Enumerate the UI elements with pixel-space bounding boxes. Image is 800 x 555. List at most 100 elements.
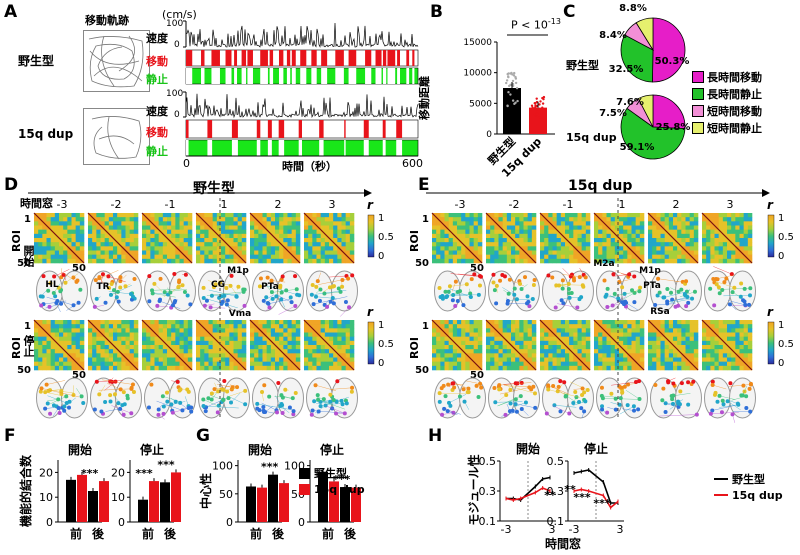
slice-label: 50.3% — [655, 56, 690, 67]
pie-legend: 長時間移動 長時間静止 短時間移動 短時間静止 — [692, 68, 800, 136]
matrix-cell — [79, 328, 85, 333]
matrix-cell — [179, 238, 184, 243]
matrix-cell — [341, 221, 346, 226]
matrix-cell — [46, 233, 51, 239]
move-segment — [412, 50, 415, 66]
matrix-cell — [96, 250, 101, 255]
matrix-cell — [167, 349, 172, 354]
matrix-cell — [175, 324, 180, 329]
matrix-cell — [38, 250, 43, 255]
roi-edge — [53, 283, 61, 294]
matrix-cell — [320, 353, 326, 358]
matrix-cell — [254, 213, 259, 218]
matrix-cell — [67, 361, 72, 367]
roi-node — [172, 272, 177, 277]
matrix-cell — [212, 246, 218, 251]
matrix-cell — [329, 320, 334, 325]
matrix-cell — [258, 336, 263, 342]
matrix-cell — [150, 238, 155, 243]
matrix-cell — [270, 213, 276, 218]
matrix-cell — [104, 320, 110, 325]
matrix-cell — [329, 328, 334, 333]
matrix-cell — [71, 328, 76, 333]
data-point — [539, 100, 542, 103]
matrix-diagonal — [195, 319, 247, 371]
roi-node — [131, 389, 136, 394]
matrix-cell — [262, 250, 267, 255]
matrix-cell — [329, 353, 334, 358]
matrix-cell — [150, 254, 155, 260]
matrix-cell — [204, 242, 209, 247]
matrix-cell — [250, 361, 255, 367]
matrix-cell — [225, 233, 230, 239]
matrix-cell — [221, 353, 226, 358]
matrix-cell — [341, 332, 346, 337]
matrix-cell — [316, 353, 321, 358]
matrix-cell — [121, 238, 126, 243]
matrix-cell — [71, 225, 76, 230]
matrix-cell — [133, 328, 139, 333]
matrix-cell — [171, 217, 176, 222]
matrix-cell — [158, 349, 164, 354]
matrix-cell — [71, 353, 76, 358]
matrix-cell — [179, 336, 184, 342]
matrix-cell — [229, 225, 234, 230]
matrix-cell — [320, 349, 326, 354]
matrix-cell — [92, 336, 97, 342]
matrix-cell — [254, 254, 259, 260]
matrix-cell — [349, 242, 355, 247]
matrix-cell — [150, 225, 155, 230]
matrix-cell — [125, 336, 130, 342]
matrix-cell — [204, 345, 209, 350]
panel-label-e: E — [418, 175, 430, 195]
matrix-cell — [88, 332, 93, 337]
matrix-cell — [266, 340, 272, 346]
matrix-cell — [225, 328, 230, 333]
matrix-cell — [146, 357, 151, 362]
matrix-cell — [308, 361, 313, 367]
legend-swatch — [692, 70, 704, 83]
matrix-cell — [337, 217, 342, 222]
matrix-cell — [341, 229, 346, 235]
matrix-cell — [337, 254, 342, 260]
rest-gap — [348, 68, 357, 84]
matrix-cell — [237, 365, 243, 371]
matrix-cell — [320, 340, 326, 346]
matrix-cell — [200, 213, 205, 218]
matrix-cell — [212, 258, 218, 264]
matrix-cell — [341, 213, 346, 218]
matrix-cell — [233, 320, 238, 325]
matrix-cell — [104, 250, 110, 255]
matrix-cell — [295, 246, 301, 251]
matrix-cell — [320, 213, 326, 218]
matrix-cell — [125, 332, 130, 337]
matrix-cell — [113, 221, 118, 226]
matrix-cell — [241, 328, 247, 333]
bar — [257, 487, 267, 522]
matrix-cell — [187, 361, 193, 367]
matrix-cell — [154, 258, 159, 264]
y-tick-label: 0 — [118, 516, 125, 529]
matrix-cell — [133, 349, 139, 354]
slice-label: 7.5% — [599, 108, 627, 119]
move-segment — [286, 50, 291, 66]
matrix-cell — [287, 242, 292, 247]
matrix-cell — [225, 340, 230, 346]
matrix-cell — [324, 345, 330, 350]
matrix-cell — [216, 320, 222, 325]
matrix-cell — [158, 217, 164, 222]
matrix-cell — [75, 349, 81, 354]
matrix-cell — [146, 340, 151, 346]
matrix-cell — [337, 361, 342, 367]
data-point — [537, 116, 541, 119]
matrix-cell — [150, 336, 155, 342]
matrix-cell — [266, 324, 272, 329]
pie-slice — [651, 17, 686, 83]
matrix-cell — [316, 221, 321, 226]
matrix-cell — [316, 357, 321, 362]
matrix-cell — [308, 213, 313, 218]
matrix-cell — [42, 353, 47, 358]
matrix-cell — [291, 349, 297, 354]
matrix-cell — [270, 365, 276, 371]
matrix-cell — [349, 217, 355, 222]
